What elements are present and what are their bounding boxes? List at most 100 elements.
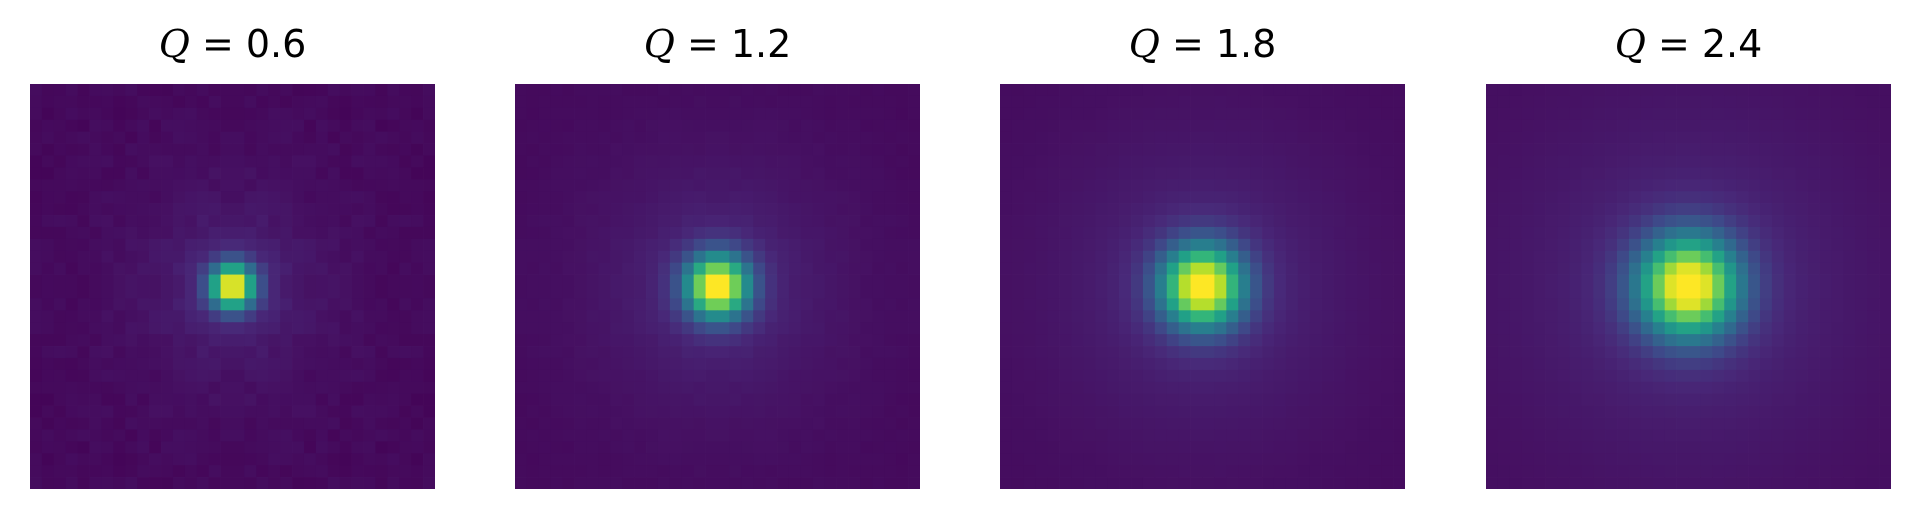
heatmap-cell <box>1879 143 1891 156</box>
heatmap-cell <box>137 262 150 275</box>
heatmap-cell <box>1202 179 1215 192</box>
heatmap-cell <box>1795 84 1808 97</box>
heatmap-cell <box>1273 119 1287 132</box>
heatmap-cell <box>1166 465 1180 478</box>
heatmap-cell <box>1119 226 1132 240</box>
heatmap-cell <box>1557 274 1570 287</box>
heatmap-cell <box>1285 441 1299 454</box>
heatmap-cell <box>65 119 78 132</box>
heatmap-cell <box>538 310 552 323</box>
heatmap-cell <box>268 143 281 156</box>
heatmap-cell <box>610 322 623 335</box>
heatmap-cell <box>1131 226 1144 240</box>
heatmap-cell <box>610 179 623 192</box>
heatmap-cell <box>232 179 245 192</box>
heatmap-cell <box>1369 226 1382 240</box>
heatmap-cell <box>256 334 269 347</box>
heatmap-cell <box>1533 322 1546 335</box>
heatmap-cell <box>753 95 766 109</box>
heatmap-cell <box>1676 286 1689 299</box>
heatmap-cell <box>1724 203 1737 216</box>
heatmap-cell <box>1214 369 1227 383</box>
heatmap-cell <box>196 215 210 228</box>
heatmap-cell <box>1617 274 1630 287</box>
heatmap-cell <box>717 465 730 478</box>
heatmap-cell <box>1262 417 1275 430</box>
heatmap-cell <box>327 393 341 406</box>
heatmap-cell <box>1712 465 1725 478</box>
heatmap-cell <box>1664 298 1677 311</box>
heatmap-cell <box>184 215 198 228</box>
heatmap-cell <box>860 119 873 132</box>
heatmap-cell <box>77 191 90 204</box>
heatmap-cell <box>1357 84 1370 97</box>
heatmap-cell <box>788 429 802 442</box>
heatmap-cell <box>196 143 210 156</box>
heatmap-cell <box>327 405 341 418</box>
heatmap-cell <box>610 393 623 406</box>
heatmap-cell <box>1724 357 1737 371</box>
heatmap-cell <box>1867 238 1880 252</box>
heatmap-cell <box>1178 334 1191 347</box>
heatmap-cell <box>753 155 766 168</box>
heatmap-cell <box>1664 334 1677 347</box>
heatmap-cell <box>1855 203 1868 216</box>
heatmap-cell <box>610 84 623 97</box>
heatmap-cell <box>657 393 671 406</box>
heatmap-cell <box>1166 346 1180 359</box>
heatmap-cell <box>1664 167 1677 180</box>
heatmap-cell <box>717 250 730 264</box>
heatmap-cell <box>1712 274 1725 287</box>
heatmap-cell <box>30 465 43 478</box>
heatmap-cell <box>339 453 352 466</box>
heatmap-cell <box>598 226 611 240</box>
heatmap-cell <box>1119 262 1132 275</box>
heatmap-cell <box>788 393 802 406</box>
heatmap-cell <box>586 453 599 466</box>
heatmap-cell <box>1748 405 1761 418</box>
heatmap-cell <box>1142 226 1156 240</box>
heatmap-cell <box>387 262 400 275</box>
heatmap-cell <box>550 119 563 132</box>
heatmap-cell <box>1035 322 1048 335</box>
heatmap-cell <box>1497 274 1511 287</box>
heatmap-cell <box>244 453 257 466</box>
heatmap-cell <box>848 179 861 192</box>
heatmap-cell <box>1533 381 1546 395</box>
heatmap-cell <box>1011 334 1025 347</box>
heatmap-cell <box>292 346 305 359</box>
heatmap-cell <box>896 226 909 240</box>
heatmap-cell <box>1819 381 1832 395</box>
heatmap-cell <box>515 357 528 371</box>
heatmap-cell <box>1617 95 1630 109</box>
heatmap-cell <box>884 405 897 418</box>
heatmap-cell <box>30 95 43 109</box>
heatmap-cell <box>1700 84 1713 97</box>
heatmap-cell <box>1509 310 1523 323</box>
heatmap-cell <box>1700 298 1713 311</box>
heatmap-cell <box>526 405 540 418</box>
heatmap-cell <box>1819 119 1832 132</box>
heatmap-cell <box>315 143 329 156</box>
heatmap-cell <box>292 215 305 228</box>
heatmap-cell <box>399 179 412 192</box>
heatmap-cell <box>184 334 198 347</box>
heatmap-cell <box>411 107 424 121</box>
heatmap-cell <box>196 346 210 359</box>
heatmap-cell <box>351 286 364 299</box>
heatmap-cell <box>1664 250 1677 264</box>
heatmap-cell <box>41 429 55 442</box>
heatmap-cell <box>1321 417 1334 430</box>
heatmap-cell <box>1819 250 1832 264</box>
heatmap-cell <box>1393 274 1405 287</box>
heatmap-cell <box>1581 441 1594 454</box>
heatmap-cell <box>1393 298 1405 311</box>
heatmap-cell <box>30 143 43 156</box>
heatmap-cell <box>765 215 778 228</box>
heatmap-cell <box>741 262 754 275</box>
heatmap-cell <box>30 179 43 192</box>
heatmap-cell <box>1321 238 1334 252</box>
heatmap-cell <box>753 298 766 311</box>
heatmap-cell <box>1640 274 1654 287</box>
heatmap-cell <box>550 346 563 359</box>
